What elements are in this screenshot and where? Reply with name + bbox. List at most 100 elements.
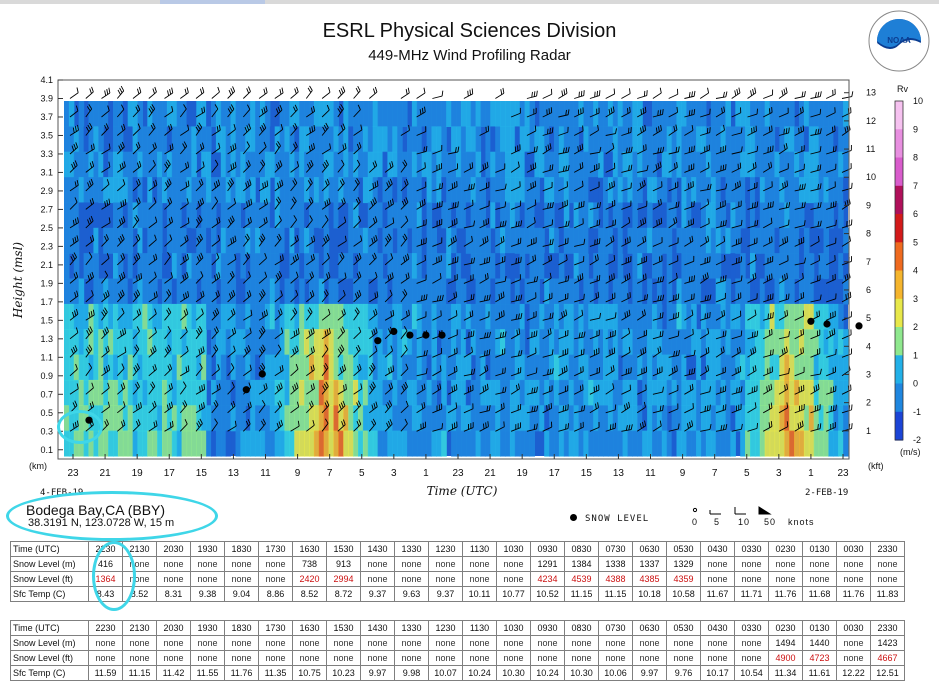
wind-barb bbox=[416, 181, 427, 192]
wind-barb bbox=[180, 345, 189, 358]
velocity-cell bbox=[627, 329, 633, 356]
velocity-cell bbox=[578, 430, 584, 457]
velocity-cell bbox=[754, 177, 761, 204]
velocity-cell bbox=[416, 253, 423, 280]
velocity-cell bbox=[191, 379, 197, 406]
wind-barb bbox=[762, 161, 773, 173]
velocity-cell bbox=[764, 177, 771, 204]
velocity-cell bbox=[539, 126, 545, 153]
velocity-cell bbox=[240, 405, 246, 432]
velocity-cell bbox=[176, 430, 183, 457]
x-axis-label: Time (UTC) bbox=[427, 484, 498, 498]
table-cell: none bbox=[360, 650, 395, 666]
velocity-cell bbox=[818, 151, 825, 178]
velocity-cell bbox=[122, 278, 129, 305]
velocity-cell bbox=[573, 151, 580, 178]
velocity-cell bbox=[681, 202, 687, 229]
velocity-cell bbox=[318, 253, 325, 280]
wind-barb bbox=[337, 419, 346, 432]
row-header: Time (UTC) bbox=[10, 620, 89, 636]
velocity-cell bbox=[152, 329, 158, 356]
velocity-cell bbox=[735, 227, 741, 254]
wind-barb bbox=[69, 345, 78, 358]
velocity-cell bbox=[240, 278, 246, 305]
velocity-cell bbox=[475, 379, 482, 406]
x-tick-label: 23 bbox=[837, 468, 849, 479]
velocity-cell bbox=[573, 329, 580, 356]
table-cell: none bbox=[734, 556, 769, 572]
table-cell: none bbox=[496, 556, 531, 572]
x-tick-label: 3 bbox=[776, 468, 782, 479]
velocity-cell bbox=[480, 278, 486, 305]
velocity-cell bbox=[250, 126, 256, 153]
velocity-cell bbox=[225, 253, 232, 280]
velocity-cell bbox=[313, 151, 320, 178]
velocity-cell bbox=[838, 303, 844, 330]
velocity-cell bbox=[113, 405, 119, 432]
wind-barb bbox=[211, 344, 219, 358]
row-header: Sfc Temp (C) bbox=[10, 665, 89, 681]
wind-barb bbox=[242, 123, 252, 136]
velocity-cell bbox=[813, 202, 820, 229]
velocity-cell bbox=[171, 329, 178, 356]
velocity-cell bbox=[686, 379, 692, 406]
wind-barb bbox=[353, 344, 361, 358]
velocity-cell bbox=[490, 177, 496, 204]
x-tick-label: 23 bbox=[67, 468, 79, 479]
velocity-cell bbox=[147, 126, 153, 153]
wind-barb bbox=[747, 182, 758, 192]
wind-barb bbox=[841, 163, 852, 173]
wind-barb bbox=[180, 291, 190, 303]
velocity-cell bbox=[769, 405, 776, 432]
velocity-cell bbox=[137, 379, 143, 406]
table-cell: none bbox=[462, 650, 497, 666]
velocity-cell bbox=[715, 278, 722, 305]
velocity-cell bbox=[828, 202, 834, 229]
velocity-cell bbox=[235, 126, 241, 153]
table-cell: 1030 bbox=[496, 541, 531, 557]
y-tick-label-km: 0.5 bbox=[40, 408, 53, 418]
velocity-cell bbox=[759, 329, 766, 356]
table-cell: none bbox=[394, 571, 429, 587]
velocity-cell bbox=[245, 126, 251, 153]
velocity-cell bbox=[607, 126, 614, 153]
wind-barb bbox=[258, 383, 268, 395]
wind-barb bbox=[652, 217, 663, 229]
y-tick-label-kft: 13 bbox=[866, 88, 876, 98]
velocity-cell bbox=[456, 354, 462, 381]
velocity-cell bbox=[176, 126, 183, 153]
velocity-cell bbox=[318, 303, 325, 330]
velocity-cell bbox=[475, 430, 482, 457]
velocity-cell bbox=[485, 151, 491, 178]
velocity-cell bbox=[338, 253, 344, 280]
velocity-cell bbox=[64, 101, 70, 127]
velocity-cell bbox=[730, 430, 736, 457]
velocity-cell bbox=[774, 151, 780, 178]
wind-barb bbox=[242, 160, 251, 173]
velocity-cell bbox=[470, 278, 477, 305]
velocity-cell bbox=[490, 303, 496, 330]
velocity-cell bbox=[294, 177, 300, 204]
velocity-cell bbox=[392, 405, 398, 432]
velocity-cell bbox=[652, 151, 658, 178]
velocity-cell bbox=[157, 405, 163, 432]
wind-barb bbox=[558, 293, 569, 303]
wind-barb bbox=[542, 88, 553, 99]
velocity-cell bbox=[818, 430, 825, 457]
velocity-cell bbox=[480, 177, 486, 204]
velocity-cell bbox=[803, 329, 810, 356]
velocity-cell bbox=[632, 405, 638, 432]
wind-barb bbox=[384, 345, 394, 358]
snow-level-point bbox=[422, 331, 430, 339]
wind-barb bbox=[180, 161, 190, 173]
velocity-cell bbox=[426, 151, 433, 178]
velocity-cell bbox=[529, 151, 535, 178]
velocity-cell bbox=[745, 278, 751, 305]
velocity-cell bbox=[250, 303, 256, 330]
velocity-cell bbox=[563, 151, 570, 178]
velocity-cell bbox=[132, 151, 139, 178]
velocity-cell bbox=[588, 329, 594, 356]
velocity-cell bbox=[808, 430, 815, 457]
velocity-cell bbox=[240, 430, 246, 457]
velocity-cell bbox=[431, 303, 437, 330]
